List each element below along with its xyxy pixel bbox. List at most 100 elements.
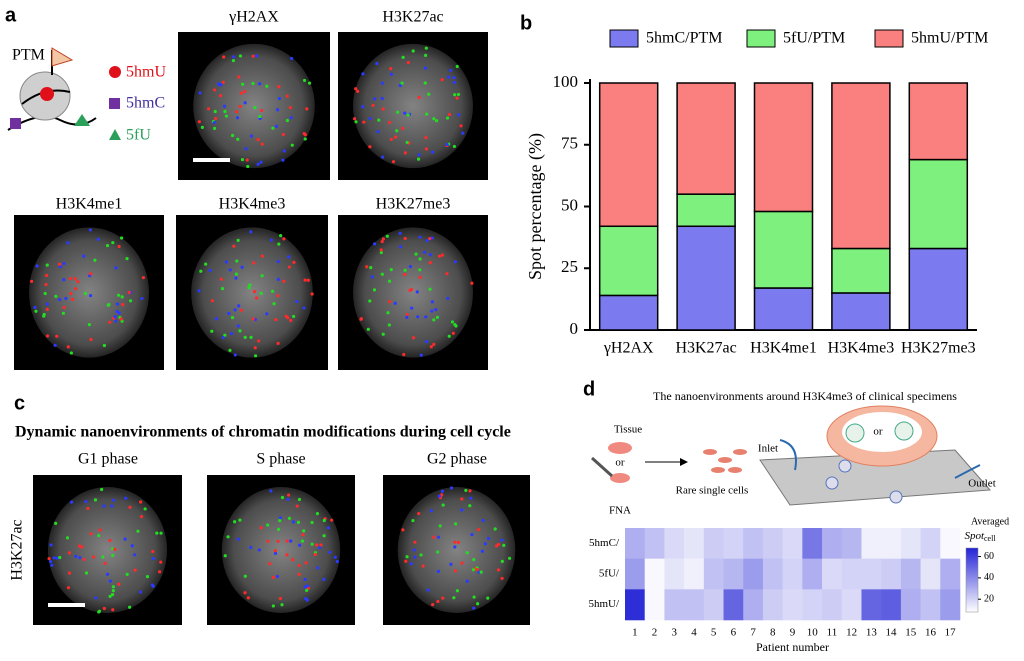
- x-tick-label: H3K4me1: [750, 340, 817, 357]
- x-tick-label: 10: [807, 627, 819, 639]
- spot: [285, 94, 289, 98]
- spot: [423, 81, 427, 85]
- spot: [387, 323, 391, 327]
- spot: [113, 315, 117, 319]
- spot: [446, 75, 451, 79]
- x-tick-label: 8: [770, 627, 776, 639]
- panel-title: Dynamic nanoenvironments of chromatin mo…: [15, 424, 511, 441]
- spot: [239, 91, 243, 95]
- spot: [436, 599, 440, 604]
- spot: [280, 495, 285, 500]
- spot: [235, 259, 239, 263]
- spot: [210, 329, 214, 333]
- spot: [279, 234, 283, 238]
- spot: [287, 255, 291, 259]
- spot: [67, 551, 72, 555]
- spot: [237, 304, 241, 308]
- spot: [265, 312, 269, 316]
- spot: [468, 504, 472, 508]
- spot: [404, 559, 408, 563]
- heat-cell: [703, 589, 724, 621]
- spot: [440, 78, 444, 82]
- spot: [105, 244, 110, 248]
- spot: [94, 596, 98, 600]
- spot: [246, 164, 250, 169]
- spot: [130, 544, 134, 548]
- spot: [428, 236, 432, 241]
- spot: [326, 526, 330, 530]
- spot: [286, 497, 290, 501]
- spot: [381, 332, 385, 336]
- spot: [291, 558, 295, 562]
- spot: [238, 518, 242, 522]
- diagram-label: FNA: [609, 505, 631, 517]
- spot: [449, 562, 453, 566]
- micrograph: [14, 215, 164, 370]
- spot: [204, 262, 208, 266]
- spot: [231, 55, 236, 59]
- spot: [33, 305, 37, 310]
- spot: [465, 579, 469, 583]
- spot: [62, 305, 66, 310]
- spot: [281, 132, 286, 137]
- spot: [354, 120, 358, 124]
- spot: [287, 516, 292, 520]
- bar-segment: [598, 294, 659, 331]
- spot: [424, 315, 428, 319]
- spot: [304, 561, 308, 565]
- spot: [455, 96, 459, 100]
- spot: [243, 574, 247, 578]
- spot: [408, 288, 412, 293]
- spot: [259, 291, 263, 295]
- spot: [221, 80, 225, 84]
- spot: [335, 559, 339, 564]
- spot: [464, 488, 468, 493]
- spot: [249, 545, 253, 550]
- spot: [302, 78, 307, 83]
- spot: [302, 306, 306, 310]
- spot: [253, 346, 257, 350]
- heat-cell: [822, 589, 843, 621]
- spot: [213, 109, 217, 114]
- image-title: G2 phase: [427, 451, 487, 468]
- spot: [352, 117, 357, 121]
- spot: [375, 61, 379, 66]
- spot: [282, 279, 286, 283]
- spot: [88, 228, 92, 232]
- spot: [370, 275, 374, 279]
- micrograph: [33, 475, 182, 625]
- x-tick-label: 6: [731, 627, 737, 639]
- spot: [445, 272, 449, 276]
- heat-cell: [723, 528, 744, 559]
- spot: [486, 536, 491, 541]
- spot: [449, 68, 453, 73]
- spot: [117, 293, 121, 297]
- spot: [49, 559, 53, 564]
- x-tick-label: 3: [672, 627, 678, 639]
- spot: [219, 277, 223, 281]
- spot: [238, 54, 243, 58]
- spot: [133, 568, 137, 572]
- spot: [288, 106, 293, 110]
- colorbar-tick-label: 60: [984, 551, 994, 562]
- spot: [297, 564, 301, 568]
- spot: [108, 594, 112, 598]
- spot: [255, 54, 259, 58]
- spot: [472, 595, 476, 599]
- spot: [419, 353, 423, 357]
- spot: [285, 118, 289, 123]
- spot: [306, 278, 310, 282]
- spot: [424, 340, 429, 344]
- spot: [256, 162, 260, 166]
- spot: [57, 262, 62, 266]
- spot: [380, 272, 384, 276]
- spot: [328, 550, 332, 554]
- spot: [70, 500, 74, 504]
- spot: [260, 108, 264, 113]
- spot: [49, 543, 53, 547]
- spot: [405, 555, 409, 559]
- spot: [236, 137, 240, 141]
- spot: [403, 236, 407, 241]
- spot: [198, 91, 202, 95]
- spot: [430, 309, 434, 313]
